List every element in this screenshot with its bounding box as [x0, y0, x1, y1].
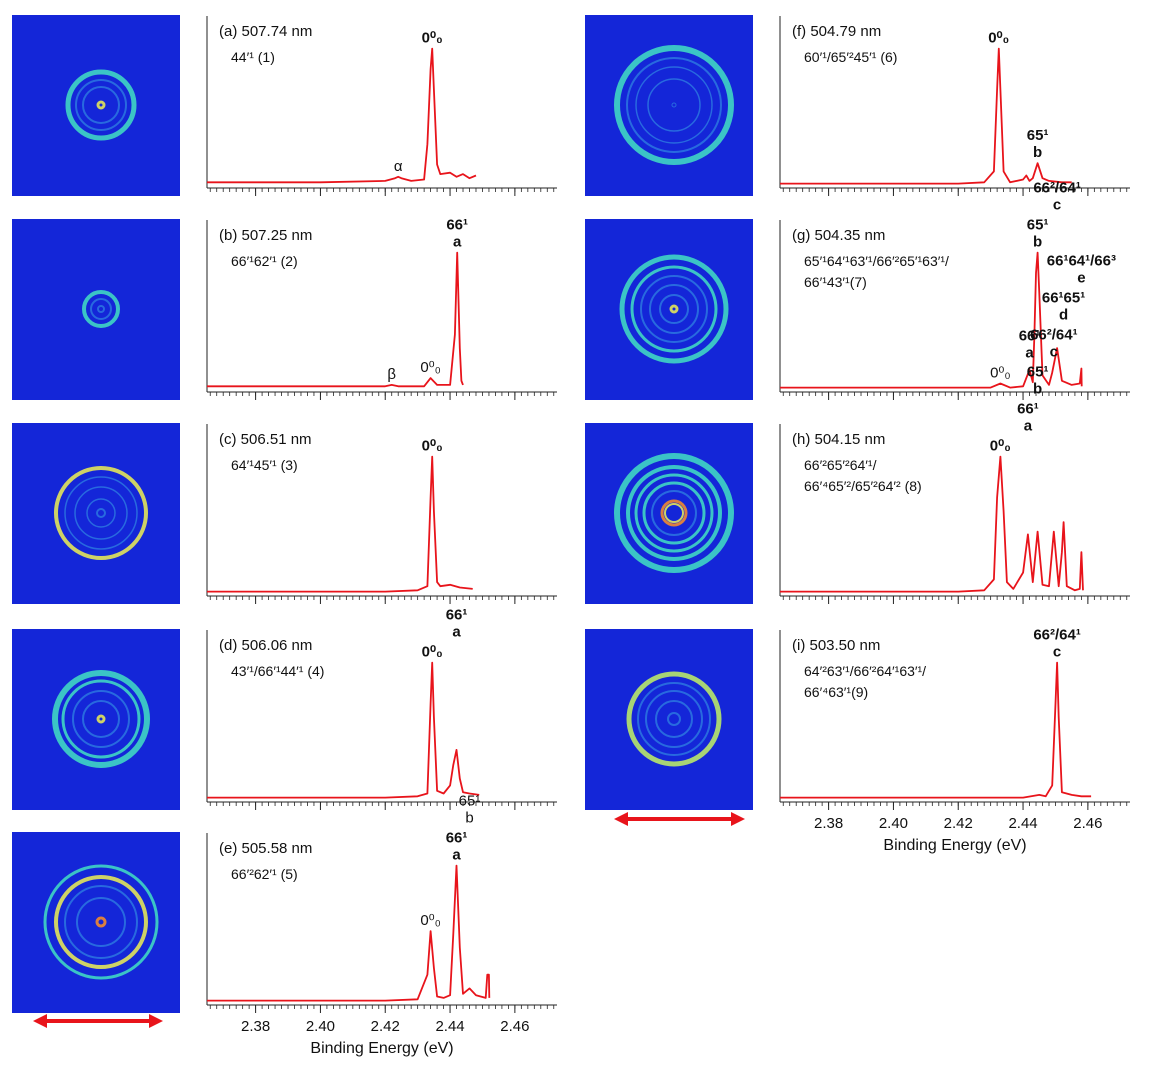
x-tick-label: 2.40	[879, 815, 908, 832]
detector-image	[585, 15, 753, 196]
peak-label: 66¹	[1017, 401, 1039, 418]
panel-title: (b) 507.25 nm	[219, 227, 312, 244]
peak-letter: c	[1053, 197, 1061, 214]
peak-label: 65¹	[459, 793, 481, 810]
detector-image	[12, 629, 180, 810]
panel-title: (g) 504.35 nm	[792, 227, 885, 244]
spectrum	[207, 866, 489, 1001]
peak-letter: a	[453, 234, 462, 251]
assignment: 66′⁴65′²/65′²64′² (8)	[804, 478, 922, 494]
panel: (a) 507.74 nm 44′¹ (1) α 0⁰₀	[12, 15, 557, 196]
spectrum	[780, 457, 1083, 592]
peak-letter: d	[1059, 307, 1068, 324]
panel-title: (d) 506.06 nm	[219, 637, 312, 654]
panel-title: (i) 503.50 nm	[792, 637, 880, 654]
peak-label: 65¹	[1027, 217, 1049, 234]
assignment: 66′⁴63′¹(9)	[804, 684, 868, 700]
assignment: 66′²65′²64′¹/	[804, 457, 877, 473]
panel-title: (f) 504.79 nm	[792, 23, 881, 40]
panel: (c) 506.51 nm 64′¹45′¹ (3) 0⁰₀	[12, 423, 557, 604]
x-tick-label: 2.44	[435, 1018, 464, 1035]
peak-label: 0⁰₀	[420, 359, 441, 376]
assignment: 64′¹45′¹ (3)	[231, 457, 298, 473]
peak-label: 0⁰₀	[988, 30, 1009, 47]
peak-letter: b	[1033, 234, 1042, 251]
x-tick-label: 2.46	[1073, 815, 1102, 832]
x-tick-label: 2.38	[241, 1018, 270, 1035]
assignment: 43′¹/66′¹44′¹ (4)	[231, 663, 324, 679]
peak-letter: a	[452, 624, 461, 641]
assignment: 44′¹ (1)	[231, 49, 275, 65]
spectrum	[207, 49, 476, 183]
spectrum	[207, 457, 473, 592]
polarization-arrow	[33, 1014, 163, 1028]
spectrum	[207, 663, 479, 798]
peak-letter: a	[1024, 418, 1033, 435]
spectrum	[780, 663, 1091, 798]
peak-label: 66¹	[446, 607, 468, 624]
assignment: 64′²63′¹/66′²64′¹63′¹/	[804, 663, 926, 679]
x-axis-label: Binding Energy (eV)	[310, 1040, 453, 1057]
peak-letter: a	[1025, 345, 1034, 362]
peak-label: 0⁰₀	[990, 365, 1011, 382]
peak-label: 66¹64¹/66³	[1047, 253, 1116, 270]
peak-label: 66¹	[446, 217, 468, 234]
peak-label: 0⁰₀	[422, 438, 443, 455]
panel-title: (h) 504.15 nm	[792, 431, 885, 448]
peak-letter: e	[1077, 270, 1085, 287]
peak-label: β	[387, 366, 396, 383]
figure: (a) 507.74 nm 44′¹ (1) α 0⁰₀ (b) 507.25 nm 66…	[0, 0, 1149, 1065]
peak-letter: a	[452, 847, 461, 864]
x-tick-label: 2.42	[944, 815, 973, 832]
spectrum	[780, 49, 1072, 184]
assignment: 66′¹43′¹(7)	[804, 274, 867, 290]
peak-label: 0⁰₀	[422, 30, 443, 47]
peak-label: α	[394, 158, 403, 175]
peak-label: 66¹	[446, 830, 468, 847]
panel-title: (e) 505.58 nm	[219, 840, 312, 857]
x-tick-label: 2.44	[1008, 815, 1037, 832]
detector-image	[12, 15, 180, 196]
peak-label: 0⁰₀	[990, 438, 1011, 455]
peak-label: 66²/64¹	[1033, 627, 1081, 644]
peak-letter: b	[1033, 381, 1042, 398]
detector-image	[12, 423, 180, 604]
assignment: 66′¹62′¹ (2)	[231, 253, 298, 269]
assignment: 66′²62′¹ (5)	[231, 866, 298, 882]
peak-label: 65¹	[1027, 127, 1049, 144]
x-axis-label: Binding Energy (eV)	[883, 837, 1026, 854]
peak-label: 66²/64¹	[1033, 180, 1081, 197]
peak-label: 0⁰₀	[422, 644, 443, 661]
peak-label: 65¹	[1027, 364, 1049, 381]
assignment: 60′¹/65′²45′¹ (6)	[804, 49, 897, 65]
panel-title: (c) 506.51 nm	[219, 431, 312, 448]
peak-label: 0⁰₀	[420, 912, 441, 929]
peak-letter: c	[1053, 644, 1061, 661]
peak-letter: b	[1033, 144, 1042, 161]
detector-image	[12, 219, 180, 400]
x-tick-label: 2.40	[306, 1018, 335, 1035]
panel-title: (a) 507.74 nm	[219, 23, 312, 40]
panel: 2.38 2.40 2.42 2.44 2.46 Binding Energy (eV) (…	[12, 793, 557, 1057]
peak-label: 66²/64¹	[1030, 327, 1078, 344]
polarization-arrow	[614, 812, 745, 826]
x-tick-label: 2.42	[371, 1018, 400, 1035]
peak-label: 66¹65¹	[1042, 290, 1085, 307]
peak-letter: b	[465, 810, 473, 827]
x-tick-label: 2.46	[500, 1018, 529, 1035]
x-tick-label: 2.38	[814, 815, 843, 832]
detector-image	[585, 423, 753, 604]
peak-letter: c	[1050, 344, 1058, 361]
assignment: 65′¹64′¹63′¹/66′²65′¹63′¹/	[804, 253, 949, 269]
